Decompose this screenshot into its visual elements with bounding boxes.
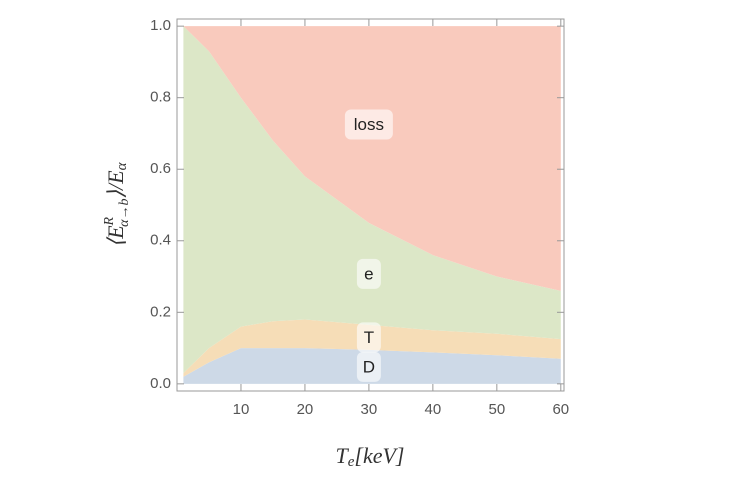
x-label-part: T xyxy=(335,443,349,468)
plot-frame xyxy=(176,18,565,392)
y-tick-label: 1.0 xyxy=(150,17,171,34)
series-label: T xyxy=(364,328,374,347)
area xyxy=(183,26,561,374)
label-box xyxy=(356,322,381,353)
y-tick-label: 0.0 xyxy=(150,375,171,392)
areas: DTe loss xyxy=(183,26,561,384)
y-label-part: α xyxy=(114,161,130,170)
x-tick-label: 50 xyxy=(488,401,505,418)
axes: 10 20 30 40 50 60 0.0 0.2 0.4 0.6 0.8 1.0 xyxy=(150,17,569,418)
y-label-part: ⟩/E xyxy=(103,170,128,199)
label-box xyxy=(344,109,393,140)
label-box xyxy=(356,351,381,382)
y-tick-label: 0.2 xyxy=(150,303,171,320)
y-tick-label: 0.8 xyxy=(150,89,171,106)
y-label-part: R xyxy=(102,216,117,226)
x-tick-label: 40 xyxy=(425,401,442,418)
series-label: e xyxy=(364,264,373,283)
y-axis-label: ⟨ERα→b⟩/Eα xyxy=(102,161,132,247)
y-label-part: α→b xyxy=(117,199,132,227)
y-tick-label: 0.6 xyxy=(150,160,171,177)
x-tick-label: 30 xyxy=(361,401,378,418)
series-label: loss xyxy=(354,115,384,134)
series-label: D xyxy=(363,357,375,376)
y-tick-label: 0.4 xyxy=(150,232,171,249)
x-axis-label: Te[keV] xyxy=(335,443,404,470)
area xyxy=(183,26,561,291)
x-label-part: [keV] xyxy=(354,443,404,468)
x-tick-label: 20 xyxy=(297,401,314,418)
y-label-part: ⟨E xyxy=(103,225,128,248)
x-tick-label: 60 xyxy=(552,401,569,418)
label-box xyxy=(356,258,381,289)
x-label-part: e xyxy=(348,454,355,470)
x-tick-label: 10 xyxy=(233,401,250,418)
